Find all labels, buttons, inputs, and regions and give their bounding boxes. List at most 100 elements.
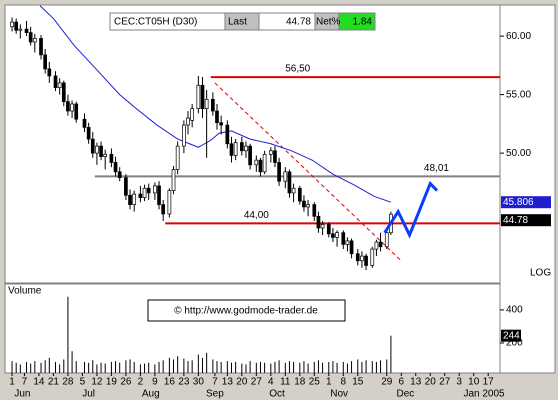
last-axis-value: 44.78 <box>503 215 528 226</box>
candle-body <box>244 145 248 152</box>
net-value: 1.84 <box>353 17 373 28</box>
x-tick-label: 2 <box>138 377 144 388</box>
month-label: Aug <box>142 389 160 400</box>
copyright-box <box>147 299 346 322</box>
candle-body <box>291 187 296 194</box>
candle-body <box>312 204 317 217</box>
candle-body <box>273 150 277 163</box>
candle-body <box>233 142 238 156</box>
last-label: Last <box>228 17 247 28</box>
candle-body <box>157 185 161 205</box>
candle-body <box>24 28 29 33</box>
x-tick-label: 9 <box>152 377 158 388</box>
volume-panel <box>4 283 501 374</box>
candle-body <box>277 162 281 182</box>
x-tick-label: 13 <box>222 377 234 388</box>
candle-body <box>331 233 335 238</box>
volume-value: 244 <box>503 330 520 341</box>
candle-body <box>95 145 99 154</box>
candle-body <box>200 84 205 110</box>
month-label: Jan 2005 <box>463 389 505 400</box>
y-tick-label: 60.00 <box>506 31 531 42</box>
candle-body <box>113 162 118 173</box>
x-tick-label: 19 <box>106 377 118 388</box>
y-tick-label: 55.00 <box>506 89 531 100</box>
candle-body <box>283 171 288 182</box>
x-tick-label: 1 <box>326 377 332 388</box>
copyright: © http://www.godmode-trader.de <box>174 306 318 317</box>
candle-body <box>316 215 321 229</box>
month-label: Jun <box>14 389 30 400</box>
candle-body <box>335 232 339 238</box>
candle-body <box>32 38 37 43</box>
candle-body <box>360 255 364 262</box>
y-tick-label: 50.00 <box>506 148 531 159</box>
month-label: Dec <box>396 389 414 400</box>
candle-body <box>229 143 234 156</box>
candle-body <box>262 153 267 173</box>
candle-body <box>128 194 132 205</box>
ma-value-box <box>501 196 551 209</box>
candle-body <box>39 38 43 56</box>
moving-average <box>39 5 392 203</box>
candle-body <box>103 153 108 157</box>
x-tick-label: 1 <box>9 377 15 388</box>
candle-body <box>82 118 87 128</box>
candle-body <box>345 240 350 245</box>
candle-body <box>61 82 66 102</box>
candle-body <box>302 200 306 208</box>
candle-body <box>43 54 48 70</box>
month-label: Sep <box>206 389 224 400</box>
scale-label: LOG <box>530 268 551 279</box>
candle-body <box>374 241 379 250</box>
month-label: Jul <box>82 389 95 400</box>
candle-body <box>66 101 70 112</box>
ma-value: 45.806 <box>503 197 534 208</box>
candle-body <box>204 98 209 110</box>
candle-body <box>138 193 143 198</box>
x-tick-label: 13 <box>410 377 422 388</box>
candle-body <box>196 84 201 110</box>
candle-body <box>297 187 302 202</box>
volume-label: Volume <box>8 286 42 297</box>
candle-body <box>186 117 190 126</box>
candle-body <box>117 171 122 179</box>
candle-body <box>161 204 166 215</box>
candle-body <box>86 127 91 140</box>
last-value: 44.78 <box>286 17 311 28</box>
candle-body <box>306 204 310 208</box>
header: CEC:CT05H (D30) Last 44.78 Net% 1.84 <box>109 12 376 31</box>
candle-body <box>320 224 325 229</box>
candle-body <box>99 145 103 157</box>
candle-body <box>171 169 176 191</box>
candle-body <box>384 232 389 248</box>
x-tick-label: 17 <box>483 377 495 388</box>
x-tick-label: 3 <box>456 377 462 388</box>
x-tick-label: 16 <box>164 377 176 388</box>
candle-body <box>219 122 223 126</box>
x-tick-label: 8 <box>340 377 346 388</box>
x-tick-label: 7 <box>212 377 218 388</box>
x-tick-label: 29 <box>381 377 393 388</box>
candle-body <box>355 253 360 262</box>
x-tick-label: 25 <box>309 377 321 388</box>
trendline <box>214 82 402 262</box>
x-tick-label: 10 <box>468 377 480 388</box>
projection <box>383 180 439 239</box>
candle-body <box>90 138 95 154</box>
candle-body <box>70 103 74 112</box>
candle-body <box>258 159 263 173</box>
x-tick-label: 30 <box>193 377 205 388</box>
x-tick-label: 27 <box>251 377 263 388</box>
x-tick-label: 18 <box>294 377 306 388</box>
x-tick-label: 12 <box>91 377 103 388</box>
candle-body <box>167 190 172 215</box>
candle-body <box>28 32 33 43</box>
month-label: Oct <box>269 389 285 400</box>
candle-body <box>182 124 186 147</box>
x-tick-label: 23 <box>178 377 190 388</box>
candle-body <box>378 241 383 248</box>
month-label: Nov <box>330 389 348 400</box>
candle-body <box>10 21 14 28</box>
x-tick-label: 6 <box>398 377 404 388</box>
